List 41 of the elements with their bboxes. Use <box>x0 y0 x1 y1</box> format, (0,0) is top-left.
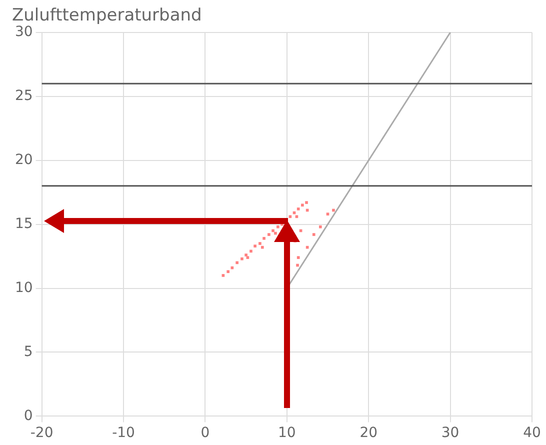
point <box>305 201 308 204</box>
point <box>296 208 300 210</box>
x-tick-label: -20 <box>30 425 54 442</box>
point <box>254 244 256 248</box>
point <box>296 264 299 267</box>
y-tick-label: 10 <box>14 280 33 296</box>
point <box>276 225 280 228</box>
y-tick-label: 30 <box>14 24 33 40</box>
point <box>222 274 225 277</box>
point <box>295 215 298 218</box>
point <box>240 257 244 260</box>
point <box>268 233 270 236</box>
x-tick-label: 20 <box>360 425 378 442</box>
point <box>250 250 252 253</box>
point <box>326 212 330 216</box>
point <box>274 232 277 235</box>
x-tick-label: -10 <box>112 425 135 442</box>
x-tick-label: 40 <box>523 425 541 442</box>
y-tick-label: 20 <box>14 152 33 168</box>
point <box>258 242 262 245</box>
y-tick-label: 5 <box>24 344 33 360</box>
point <box>236 261 238 264</box>
point <box>296 256 300 259</box>
point <box>226 270 230 274</box>
point <box>272 229 274 232</box>
point <box>246 256 250 259</box>
chart-title: Zulufttemperaturband <box>12 6 202 26</box>
y-tick-label: 0 <box>24 408 33 424</box>
x-tick-label: 0 <box>200 425 210 442</box>
point <box>312 233 316 236</box>
point <box>318 225 322 228</box>
point <box>260 246 264 249</box>
point <box>301 204 304 207</box>
x-tick-label: 10 <box>278 425 296 442</box>
y-tick-label: 15 <box>14 216 33 232</box>
point <box>244 254 248 256</box>
point <box>262 236 266 240</box>
point <box>332 208 335 212</box>
y-tick-label: 25 <box>14 88 33 104</box>
x-tick-label: 30 <box>441 425 460 442</box>
point <box>288 215 292 218</box>
